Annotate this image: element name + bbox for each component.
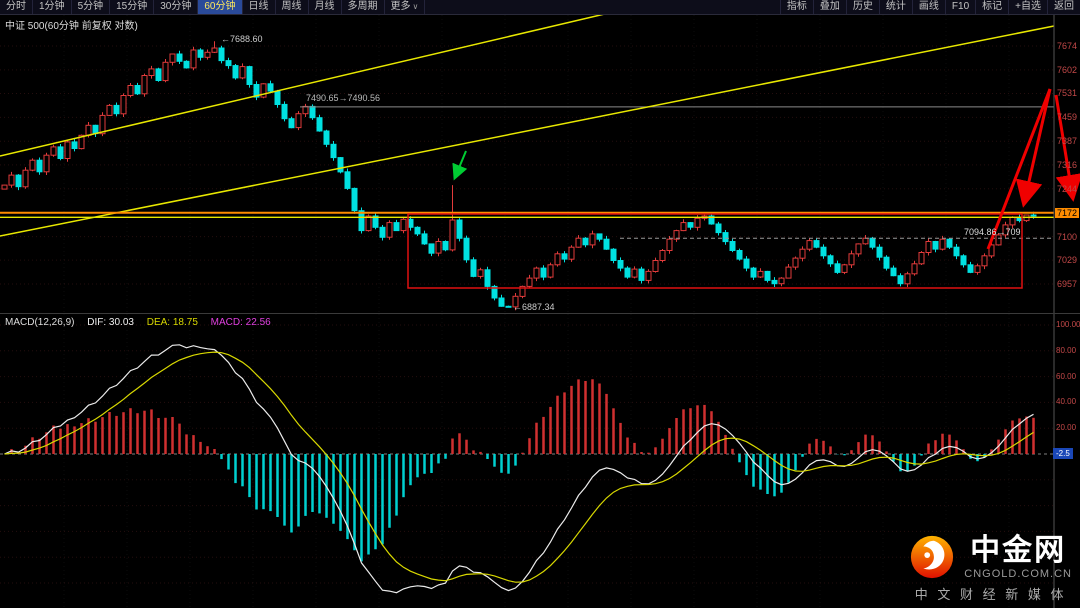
timeframe-5分钟[interactable]: 5分钟	[72, 0, 111, 14]
macd-panel[interactable]: MACD(12,26,9) DIF: 30.03 DEA: 18.75 MACD…	[0, 314, 1080, 608]
timeframe-1分钟[interactable]: 1分钟	[33, 0, 72, 14]
timeframe-周线[interactable]: 周线	[276, 0, 309, 14]
macd-header: MACD(12,26,9) DIF: 30.03 DEA: 18.75 MACD…	[5, 317, 281, 328]
panel-divider	[0, 313, 1080, 314]
candlestick-chart-svg[interactable]	[0, 15, 1080, 313]
macd-chart-svg[interactable]	[0, 314, 1080, 608]
chevron-down-icon: ∨	[412, 2, 419, 11]
price-axis-label-7531: 7531	[1057, 88, 1078, 99]
price-axis-label-7674: 7674	[1057, 41, 1078, 51]
tool-标记[interactable]: 标记	[975, 0, 1008, 14]
bounce-price-annotation: 7490.65→7490.56	[306, 93, 381, 103]
price-axis-label-7602: 7602	[1057, 64, 1078, 75]
macd-axis-label-100.00: 100.00	[1056, 320, 1080, 329]
candles	[1, 41, 1037, 311]
timeframe-30分钟[interactable]: 30分钟	[154, 0, 199, 14]
tool-画线[interactable]: 画线	[911, 0, 945, 14]
watermark-brand: 中金网	[970, 533, 1067, 567]
tools-menu: 指标 叠加 历史 统计 画线 F10 标记 +自选 返回	[779, 0, 1080, 14]
tool-F10[interactable]: F10	[944, 0, 975, 14]
timeframe-60分钟[interactable]: 60分钟	[198, 0, 243, 14]
timeframe-更多[interactable]: 更多 ∨	[385, 0, 426, 14]
watermark: 中金网 CNGOLD.COM.CN 中 文 财 经 新 媒 体	[909, 534, 1072, 603]
timeframe-分时[interactable]: 分时	[0, 0, 33, 14]
timeframe-15分钟[interactable]: 15分钟	[110, 0, 155, 14]
tool-叠加[interactable]: 叠加	[812, 0, 846, 14]
macd-current-value-badge: -2.5	[1053, 448, 1073, 459]
macd-histogram	[10, 379, 1035, 562]
price-chart-panel[interactable]: 中证 500(60分钟 前复权 对数) ←7688.60 7490.65→749…	[0, 15, 1080, 313]
timeframe-月线[interactable]: 月线	[309, 0, 342, 14]
timeframe-日线[interactable]: 日线	[243, 0, 276, 14]
timeframe-menu: 分时 1分钟 5分钟 15分钟 30分钟 60分钟 日线 周线 月线 多周期 更多 ∨	[0, 0, 426, 14]
price-axis-label-7316: 7316	[1057, 159, 1078, 170]
level-price-annotation: 7094.86→709	[964, 227, 1021, 237]
cngold-logo-icon	[909, 534, 955, 580]
macd-axis-label-60.00: 60.00	[1056, 371, 1077, 381]
price-axis-label-7244: 7244	[1057, 183, 1078, 194]
price-axis-label-7387: 7387	[1057, 136, 1078, 147]
macd-axis-label-20.00: 20.00	[1056, 423, 1077, 433]
macd-axis-label-40.00: 40.00	[1056, 397, 1077, 407]
timeframe-多周期[interactable]: 多周期	[342, 0, 385, 14]
macd-axis-label-80.00: 80.00	[1056, 345, 1077, 355]
top-toolbar: 分时 1分钟 5分钟 15分钟 30分钟 60分钟 日线 周线 月线 多周期 更多 ∨ 指标 叠加 历史统…	[0, 0, 1080, 15]
watermark-domain: CNGOLD.COM.CN	[964, 567, 1072, 580]
macd-dif-value: DIF: 30.03	[87, 317, 134, 328]
price-axis-label-6957: 6957	[1057, 279, 1078, 290]
price-axis-label-7100: 7100	[1057, 231, 1078, 242]
chart-title: 中证 500(60分钟 前复权 对数)	[5, 21, 138, 32]
macd-dea-value: DEA: 18.75	[146, 317, 198, 328]
low-price-annotation: ←6887.34	[513, 302, 555, 312]
macd-indicator-name: MACD(12,26,9)	[5, 317, 75, 328]
watermark-tagline: 中 文 财 经 新 媒 体	[914, 587, 1067, 602]
price-axis-label-7459: 7459	[1057, 112, 1078, 123]
tool-统计[interactable]: 统计	[878, 0, 912, 14]
price-axis-label-7029: 7029	[1057, 255, 1078, 266]
high-price-annotation: ←7688.60	[221, 34, 263, 44]
macd-value: MACD: 22.56	[210, 317, 271, 328]
tool-历史[interactable]: 历史	[845, 0, 879, 14]
dif-line	[4, 344, 1034, 594]
tool-指标[interactable]: 指标	[779, 0, 813, 14]
tool-+自选[interactable]: +自选	[1008, 0, 1047, 14]
tool-返回[interactable]: 返回	[1047, 0, 1080, 14]
dea-line	[4, 351, 1034, 583]
price-axis-label-7172: 7172	[1055, 207, 1080, 218]
